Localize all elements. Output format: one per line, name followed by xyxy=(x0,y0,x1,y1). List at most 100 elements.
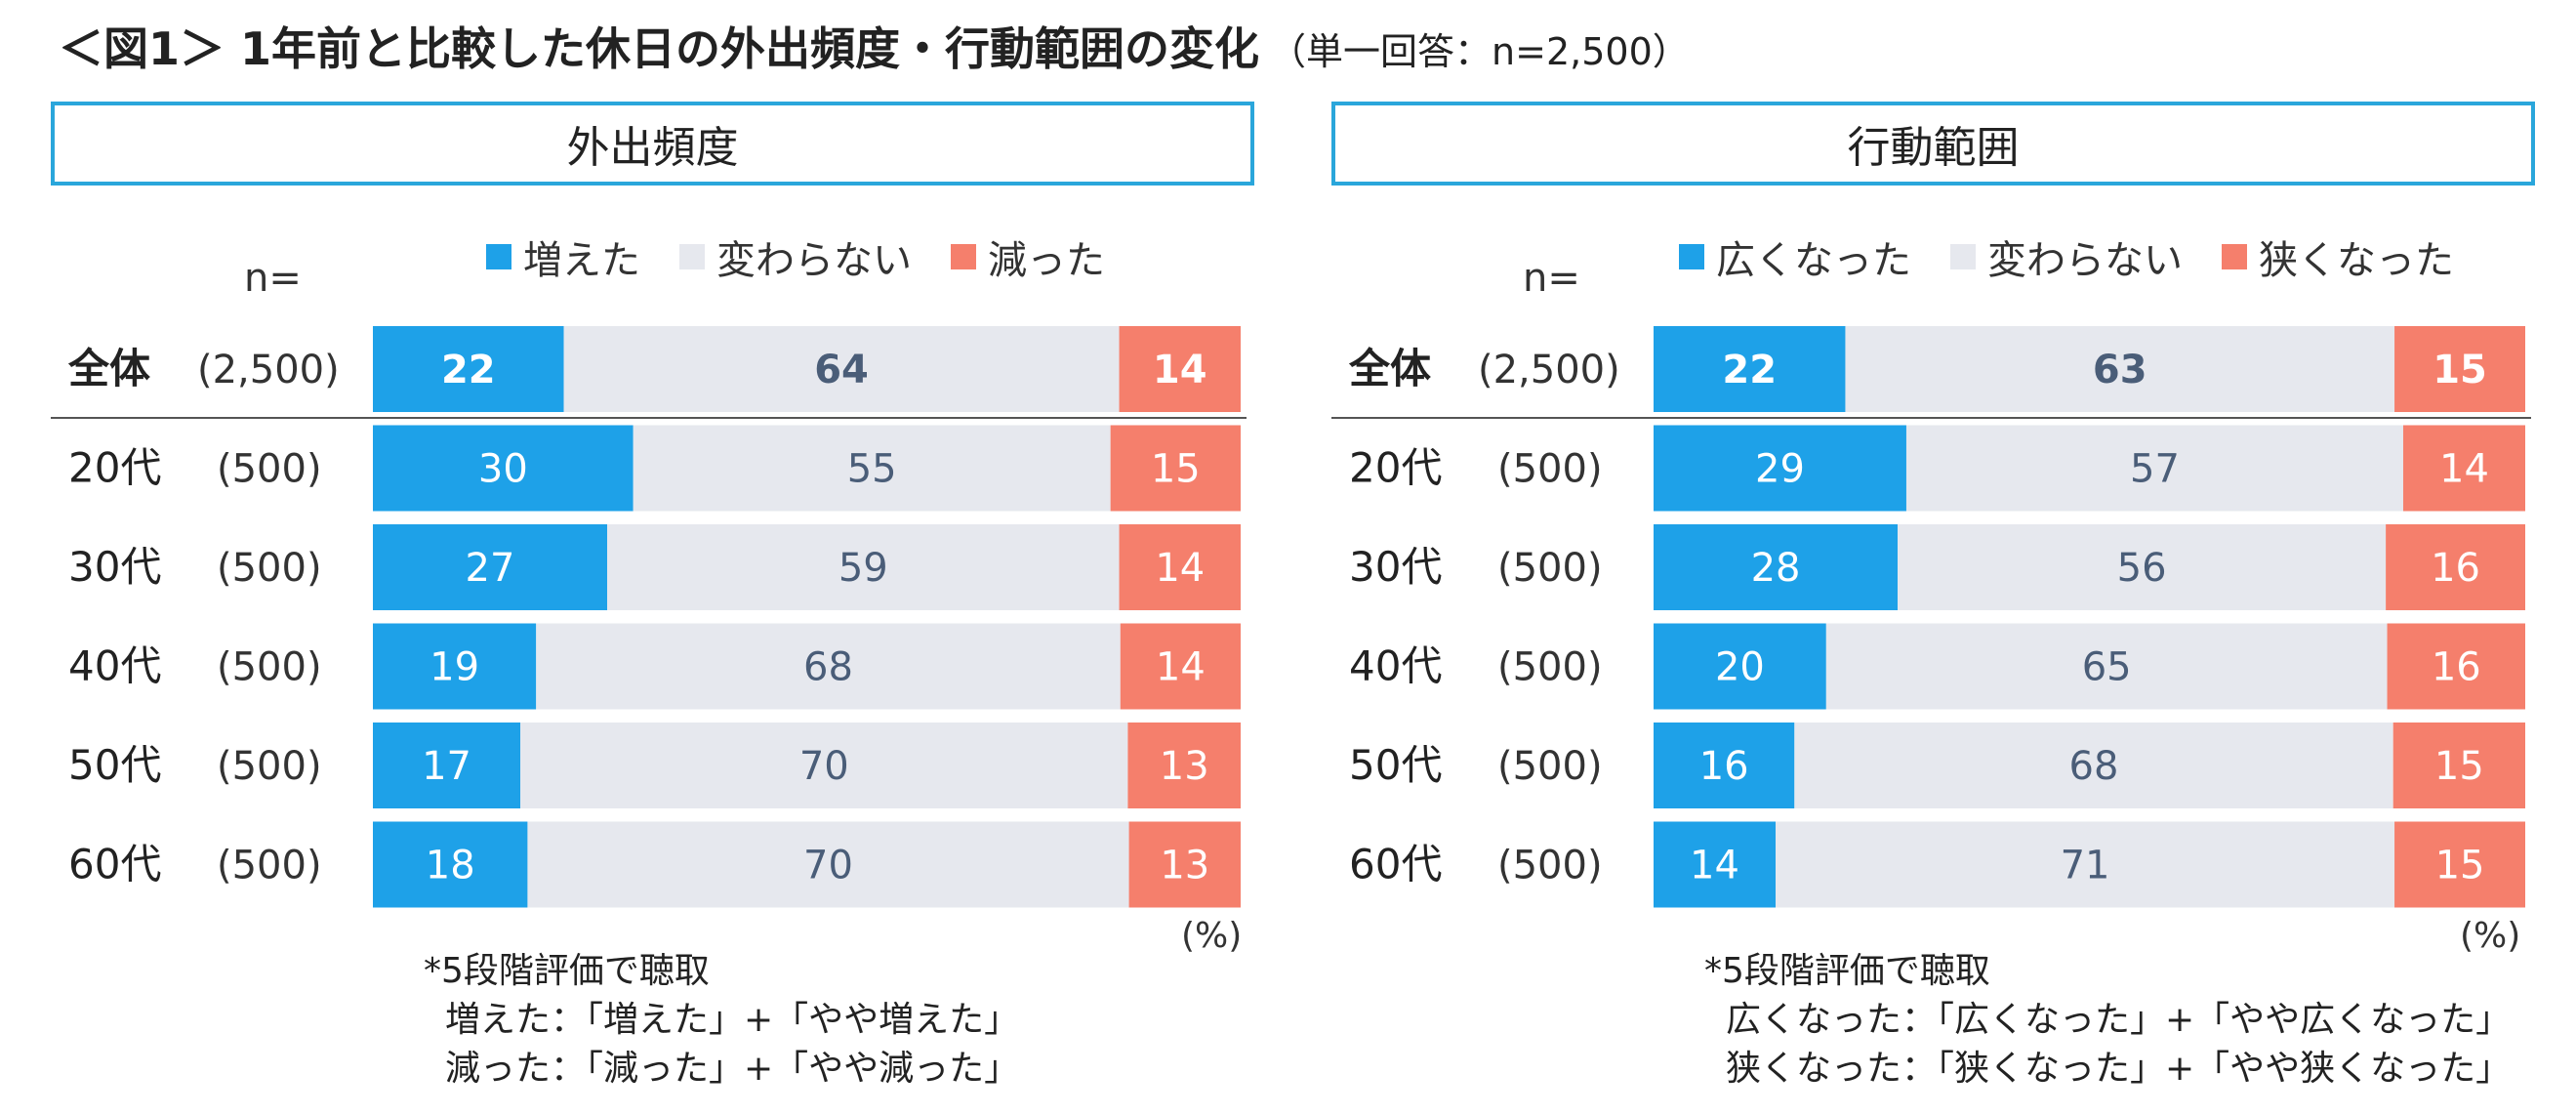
legend-item-same: 変わらない xyxy=(1950,228,2183,285)
category-label: 全体 xyxy=(1348,345,1431,392)
n-value-label: (500) xyxy=(217,447,322,492)
data-label: 13 xyxy=(1160,844,1209,888)
data-label: 68 xyxy=(803,645,853,690)
legend-label: 増えた xyxy=(523,238,640,283)
data-label: 14 xyxy=(1155,546,1205,591)
data-label: 15 xyxy=(2434,744,2484,789)
bar-segment-decrease xyxy=(1128,821,1241,908)
bar-segment-same xyxy=(520,723,1128,808)
bar-segment-increase xyxy=(373,723,521,808)
bar-segment-same xyxy=(607,524,1120,610)
n-value-label: (500) xyxy=(1497,744,1603,789)
note-line: 増えた：「増えた」+「やや増えた」 xyxy=(445,1000,1020,1040)
legend-label: 減った xyxy=(988,238,1105,283)
n-value-label: (500) xyxy=(1497,447,1603,492)
category-label: 60代 xyxy=(1349,841,1442,888)
legend-item-same: 変わらない xyxy=(679,228,912,285)
bar-segment-increase xyxy=(1654,524,1899,610)
right-legend: 広くなった 変わらない 狭くなった xyxy=(1679,228,2454,285)
left-unit-label: (%) xyxy=(1181,916,1243,956)
right-note: *5段階評価で聴取 広くなった：「広くなった」+「やや広くなった」 狭くなった：… xyxy=(1704,947,2511,1094)
bar-segment-increase xyxy=(1654,723,1795,808)
data-label: 59 xyxy=(838,546,888,591)
bar-segment-same xyxy=(633,425,1111,512)
bar-segment-increase xyxy=(373,326,564,412)
data-label: 65 xyxy=(2082,645,2132,690)
figure-title-sub: （単一回答：n=2,500） xyxy=(1269,30,1690,73)
left-stacked-bar-chart: 全体 (2,500) 22 64 14 20代 (500) 30 55 15 30代 (500) 27 5… xyxy=(51,326,1247,908)
data-label: 15 xyxy=(2433,348,2487,392)
n-value-label: (500) xyxy=(217,645,322,690)
data-label: 68 xyxy=(2069,744,2119,789)
note-line: 狭くなった：「狭くなった」+「やや狭くなった」 xyxy=(1726,1049,2512,1089)
figure-title: ＜図1＞ 1年前と比較した休日の外出頻度・行動範囲の変化 （単一回答：n=2,50… xyxy=(59,14,1690,78)
data-label: 19 xyxy=(429,645,479,690)
bar-segment-decrease xyxy=(2402,425,2525,512)
legend-swatch-same xyxy=(1950,244,1976,269)
data-label: 29 xyxy=(1755,447,1805,492)
legend-swatch-decrease xyxy=(951,244,976,269)
data-label: 16 xyxy=(2432,645,2481,690)
legend-item-decrease: 減った xyxy=(951,228,1105,285)
legend-item-wider: 広くなった xyxy=(1679,228,1911,285)
category-label: 60代 xyxy=(68,841,161,888)
data-label: 15 xyxy=(1151,447,1201,492)
n-value-label: (2,500) xyxy=(197,348,340,392)
data-label: 17 xyxy=(422,744,471,789)
n-value-label: (500) xyxy=(217,744,322,789)
note-line: *5段階評価で聴取 xyxy=(424,951,710,991)
category-label: 20代 xyxy=(1349,444,1442,492)
data-label: 16 xyxy=(1699,744,1749,789)
bar-segment-increase xyxy=(373,524,608,610)
n-value-label: (500) xyxy=(1497,645,1603,690)
figure-title-main: ＜図1＞ 1年前と比較した休日の外出頻度・行動範囲の変化 xyxy=(59,22,1260,75)
n-value-label: (500) xyxy=(217,844,322,888)
data-label: 55 xyxy=(847,447,897,492)
right-n-header: n= xyxy=(1523,256,1580,301)
category-label: 30代 xyxy=(1349,543,1442,591)
data-label: 14 xyxy=(1156,645,1206,690)
data-label: 63 xyxy=(2093,348,2147,392)
legend-label: 変わらない xyxy=(716,238,912,283)
right-stacked-bar-chart: 全体 (2,500) 22 63 15 20代 (500) 29 57 14 30代 (500) 28 5… xyxy=(1331,326,2531,908)
n-value-label: (2,500) xyxy=(1478,348,1620,392)
legend-label: 広くなった xyxy=(1716,238,1911,283)
bar-segment-decrease xyxy=(1120,623,1241,710)
data-label: 13 xyxy=(1160,744,1209,789)
bar-segment-same xyxy=(1845,326,2395,412)
bar-segment-same xyxy=(1898,524,2387,610)
data-label: 27 xyxy=(466,546,515,591)
bar-segment-increase xyxy=(1654,623,1826,710)
data-label: 70 xyxy=(799,744,849,789)
category-label: 40代 xyxy=(1349,642,1442,690)
data-label: 57 xyxy=(2130,447,2180,492)
category-label: 50代 xyxy=(68,741,161,789)
n-value-label: (500) xyxy=(1497,844,1603,888)
bar-segment-increase xyxy=(1654,425,1906,512)
category-label: 20代 xyxy=(68,444,161,492)
legend-label: 狭くなった xyxy=(2259,238,2454,283)
data-label: 15 xyxy=(2435,844,2485,888)
note-line: *5段階評価で聴取 xyxy=(1704,951,1990,991)
category-label: 30代 xyxy=(68,543,161,591)
data-label: 30 xyxy=(478,447,528,492)
legend-item-narrower: 狭くなった xyxy=(2222,228,2454,285)
data-label: 20 xyxy=(1715,645,1765,690)
legend-swatch-narrower xyxy=(2222,244,2247,269)
category-label: 40代 xyxy=(68,642,161,690)
bar-segment-same xyxy=(563,326,1120,412)
bar-segment-decrease xyxy=(2386,524,2525,610)
bar-segment-increase xyxy=(1654,821,1777,908)
bar-segment-same xyxy=(1794,723,2393,808)
data-label: 56 xyxy=(2117,546,2167,591)
data-label: 16 xyxy=(2431,546,2480,591)
legend-item-increase: 増えた xyxy=(486,228,640,285)
data-label: 14 xyxy=(1690,844,1739,888)
bar-segment-same xyxy=(1905,425,2403,512)
bar-segment-decrease xyxy=(1119,524,1241,610)
category-label: 全体 xyxy=(67,345,150,392)
left-legend: 増えた 変わらない 減った xyxy=(486,228,1105,285)
bar-segment-same xyxy=(1776,821,2395,908)
data-label: 22 xyxy=(441,348,496,392)
bar-segment-increase xyxy=(373,821,528,908)
